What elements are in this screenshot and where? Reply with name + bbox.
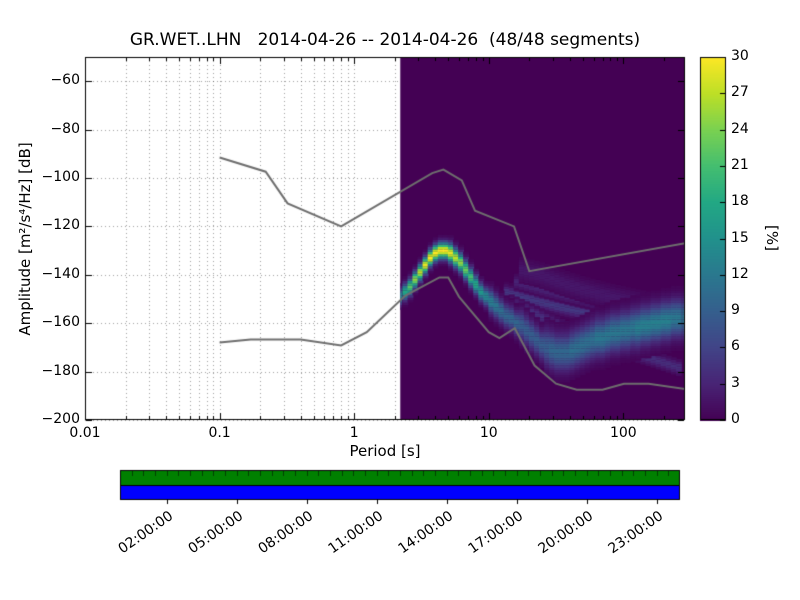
y-tick-label: −200 <box>41 411 80 427</box>
y-tick-label: −80 <box>50 120 80 137</box>
y-tick-label: −120 <box>41 217 80 234</box>
x-tick-label: 10 <box>479 425 498 441</box>
colorbar-tick-label: 0 <box>731 411 740 427</box>
colorbar-tick-label: 18 <box>731 193 749 210</box>
y-tick-label: −100 <box>41 169 80 185</box>
x-tick-label: 100 <box>609 425 637 441</box>
y-tick-label: −180 <box>41 362 80 379</box>
colorbar-tick-label: 24 <box>731 120 749 137</box>
x-axis-label: Period [s] <box>349 442 421 460</box>
x-tick-label: 0.1 <box>208 425 231 441</box>
y-tick-label: −160 <box>41 314 80 331</box>
colorbar-tick-label: 30 <box>731 48 749 64</box>
colorbar-tick-label: 27 <box>731 84 749 101</box>
plot-title: GR.WET..LHN 2014-04-26 -- 2014-04-26 (48… <box>129 30 641 50</box>
x-tick-label: 1 <box>349 425 359 441</box>
colorbar-tick-label: 12 <box>731 265 749 282</box>
y-tick-label: −60 <box>50 72 80 89</box>
x-tick-label: 0.01 <box>69 425 101 441</box>
colorbar-tick-label: 6 <box>731 338 740 355</box>
colorbar-tick-label: 15 <box>731 229 749 246</box>
colorbar-tick-label: 3 <box>731 374 740 391</box>
y-tick-label: −140 <box>41 265 80 282</box>
colorbar-tick-label: 21 <box>731 156 749 173</box>
colorbar-tick-label: 9 <box>731 302 740 319</box>
